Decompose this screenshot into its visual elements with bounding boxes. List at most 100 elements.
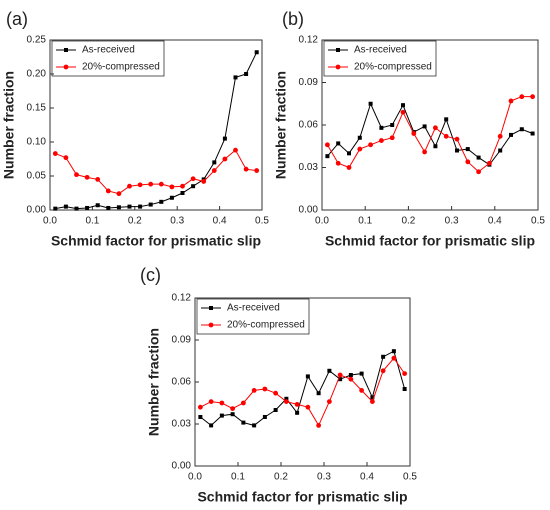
x-tick-label: 0.3: [445, 216, 459, 227]
y-axis-label: Number fraction: [146, 328, 162, 436]
point: [530, 131, 535, 136]
y-tick-label: 0.15: [27, 103, 47, 114]
point: [198, 415, 203, 419]
point: [422, 149, 427, 155]
point: [347, 151, 351, 156]
point: [127, 183, 132, 189]
y-tick-label: 0.00: [27, 205, 47, 216]
point: [476, 155, 481, 160]
point: [476, 169, 481, 175]
point: [209, 423, 214, 428]
point: [444, 117, 449, 122]
point: [85, 205, 90, 210]
point: [211, 168, 217, 173]
point: [106, 205, 111, 210]
point: [244, 72, 249, 76]
point: [433, 125, 438, 131]
point: [325, 142, 330, 148]
point: [294, 402, 300, 407]
point: [127, 204, 132, 209]
point: [273, 408, 278, 412]
point: [402, 387, 407, 391]
x-tick-label: 0.2: [128, 216, 142, 227]
point: [273, 390, 279, 396]
point: [400, 109, 406, 115]
point: [262, 415, 267, 419]
point: [63, 204, 68, 209]
x-axis-label: Schmid factor for prismatic slip: [197, 489, 407, 505]
x-tick-label: 0.2: [401, 216, 415, 227]
legend-marker: [208, 322, 214, 328]
point: [508, 98, 514, 104]
point: [370, 395, 375, 400]
y-tick-label: 0.00: [299, 205, 319, 216]
y-axis-label: Number fraction: [273, 71, 289, 179]
x-tick-label: 0.5: [531, 216, 545, 227]
point: [348, 376, 354, 382]
point: [422, 124, 427, 129]
point: [359, 371, 364, 376]
point: [465, 159, 471, 165]
point: [201, 179, 207, 184]
point: [295, 410, 300, 415]
point: [337, 372, 343, 378]
point: [316, 391, 321, 396]
legend-box: [196, 298, 310, 335]
point: [368, 142, 373, 148]
y-axis-label: Number fraction: [1, 71, 17, 179]
point: [148, 202, 153, 207]
point: [357, 135, 362, 140]
panel-label: (b): [282, 9, 304, 29]
point: [53, 206, 58, 211]
point: [454, 136, 460, 142]
y-tick-label: 0.20: [27, 69, 47, 80]
point: [346, 165, 352, 170]
x-tick-label: 0.1: [358, 216, 372, 227]
y-tick-label: 0.06: [299, 120, 319, 131]
legend-marker: [64, 48, 68, 52]
point: [169, 195, 174, 200]
point: [284, 396, 289, 401]
x-tick-label: 0.3: [317, 472, 331, 483]
legend-label: As-received: [227, 303, 280, 314]
point: [335, 160, 341, 166]
point: [379, 125, 384, 130]
legend-box: [51, 40, 165, 77]
x-axis-label: Schmid factor for prismatic slip: [325, 233, 535, 249]
point: [219, 413, 224, 418]
point: [497, 133, 503, 139]
x-tick-label: 0.0: [43, 216, 57, 227]
y-tick-label: 0.06: [172, 377, 192, 388]
x-tick-label: 0.1: [231, 472, 245, 483]
legend-box: [323, 40, 437, 77]
point: [390, 123, 395, 127]
point: [326, 399, 332, 404]
x-tick-label: 0.0: [315, 216, 329, 227]
point: [509, 132, 513, 137]
legend-label: As-received: [82, 45, 135, 56]
x-tick-label: 0.5: [403, 472, 417, 483]
point: [230, 406, 236, 411]
point: [197, 404, 203, 410]
point: [74, 206, 79, 211]
legend-marker: [336, 48, 340, 52]
point: [348, 373, 353, 377]
point: [208, 399, 214, 404]
point: [52, 151, 58, 156]
point: [148, 181, 154, 187]
legend-label: 20%-compressed: [82, 62, 160, 73]
y-tick-label: 0.03: [299, 162, 319, 173]
legend-label: As-received: [354, 45, 407, 56]
x-tick-label: 0.4: [488, 216, 502, 227]
y-tick-label: 0.12: [299, 35, 319, 46]
point: [368, 101, 373, 106]
point: [519, 94, 525, 100]
point: [190, 176, 196, 182]
point: [402, 371, 408, 376]
point: [305, 374, 310, 379]
point: [411, 131, 417, 136]
point: [230, 412, 235, 417]
point: [305, 404, 311, 410]
point: [63, 155, 69, 161]
point: [95, 177, 101, 182]
